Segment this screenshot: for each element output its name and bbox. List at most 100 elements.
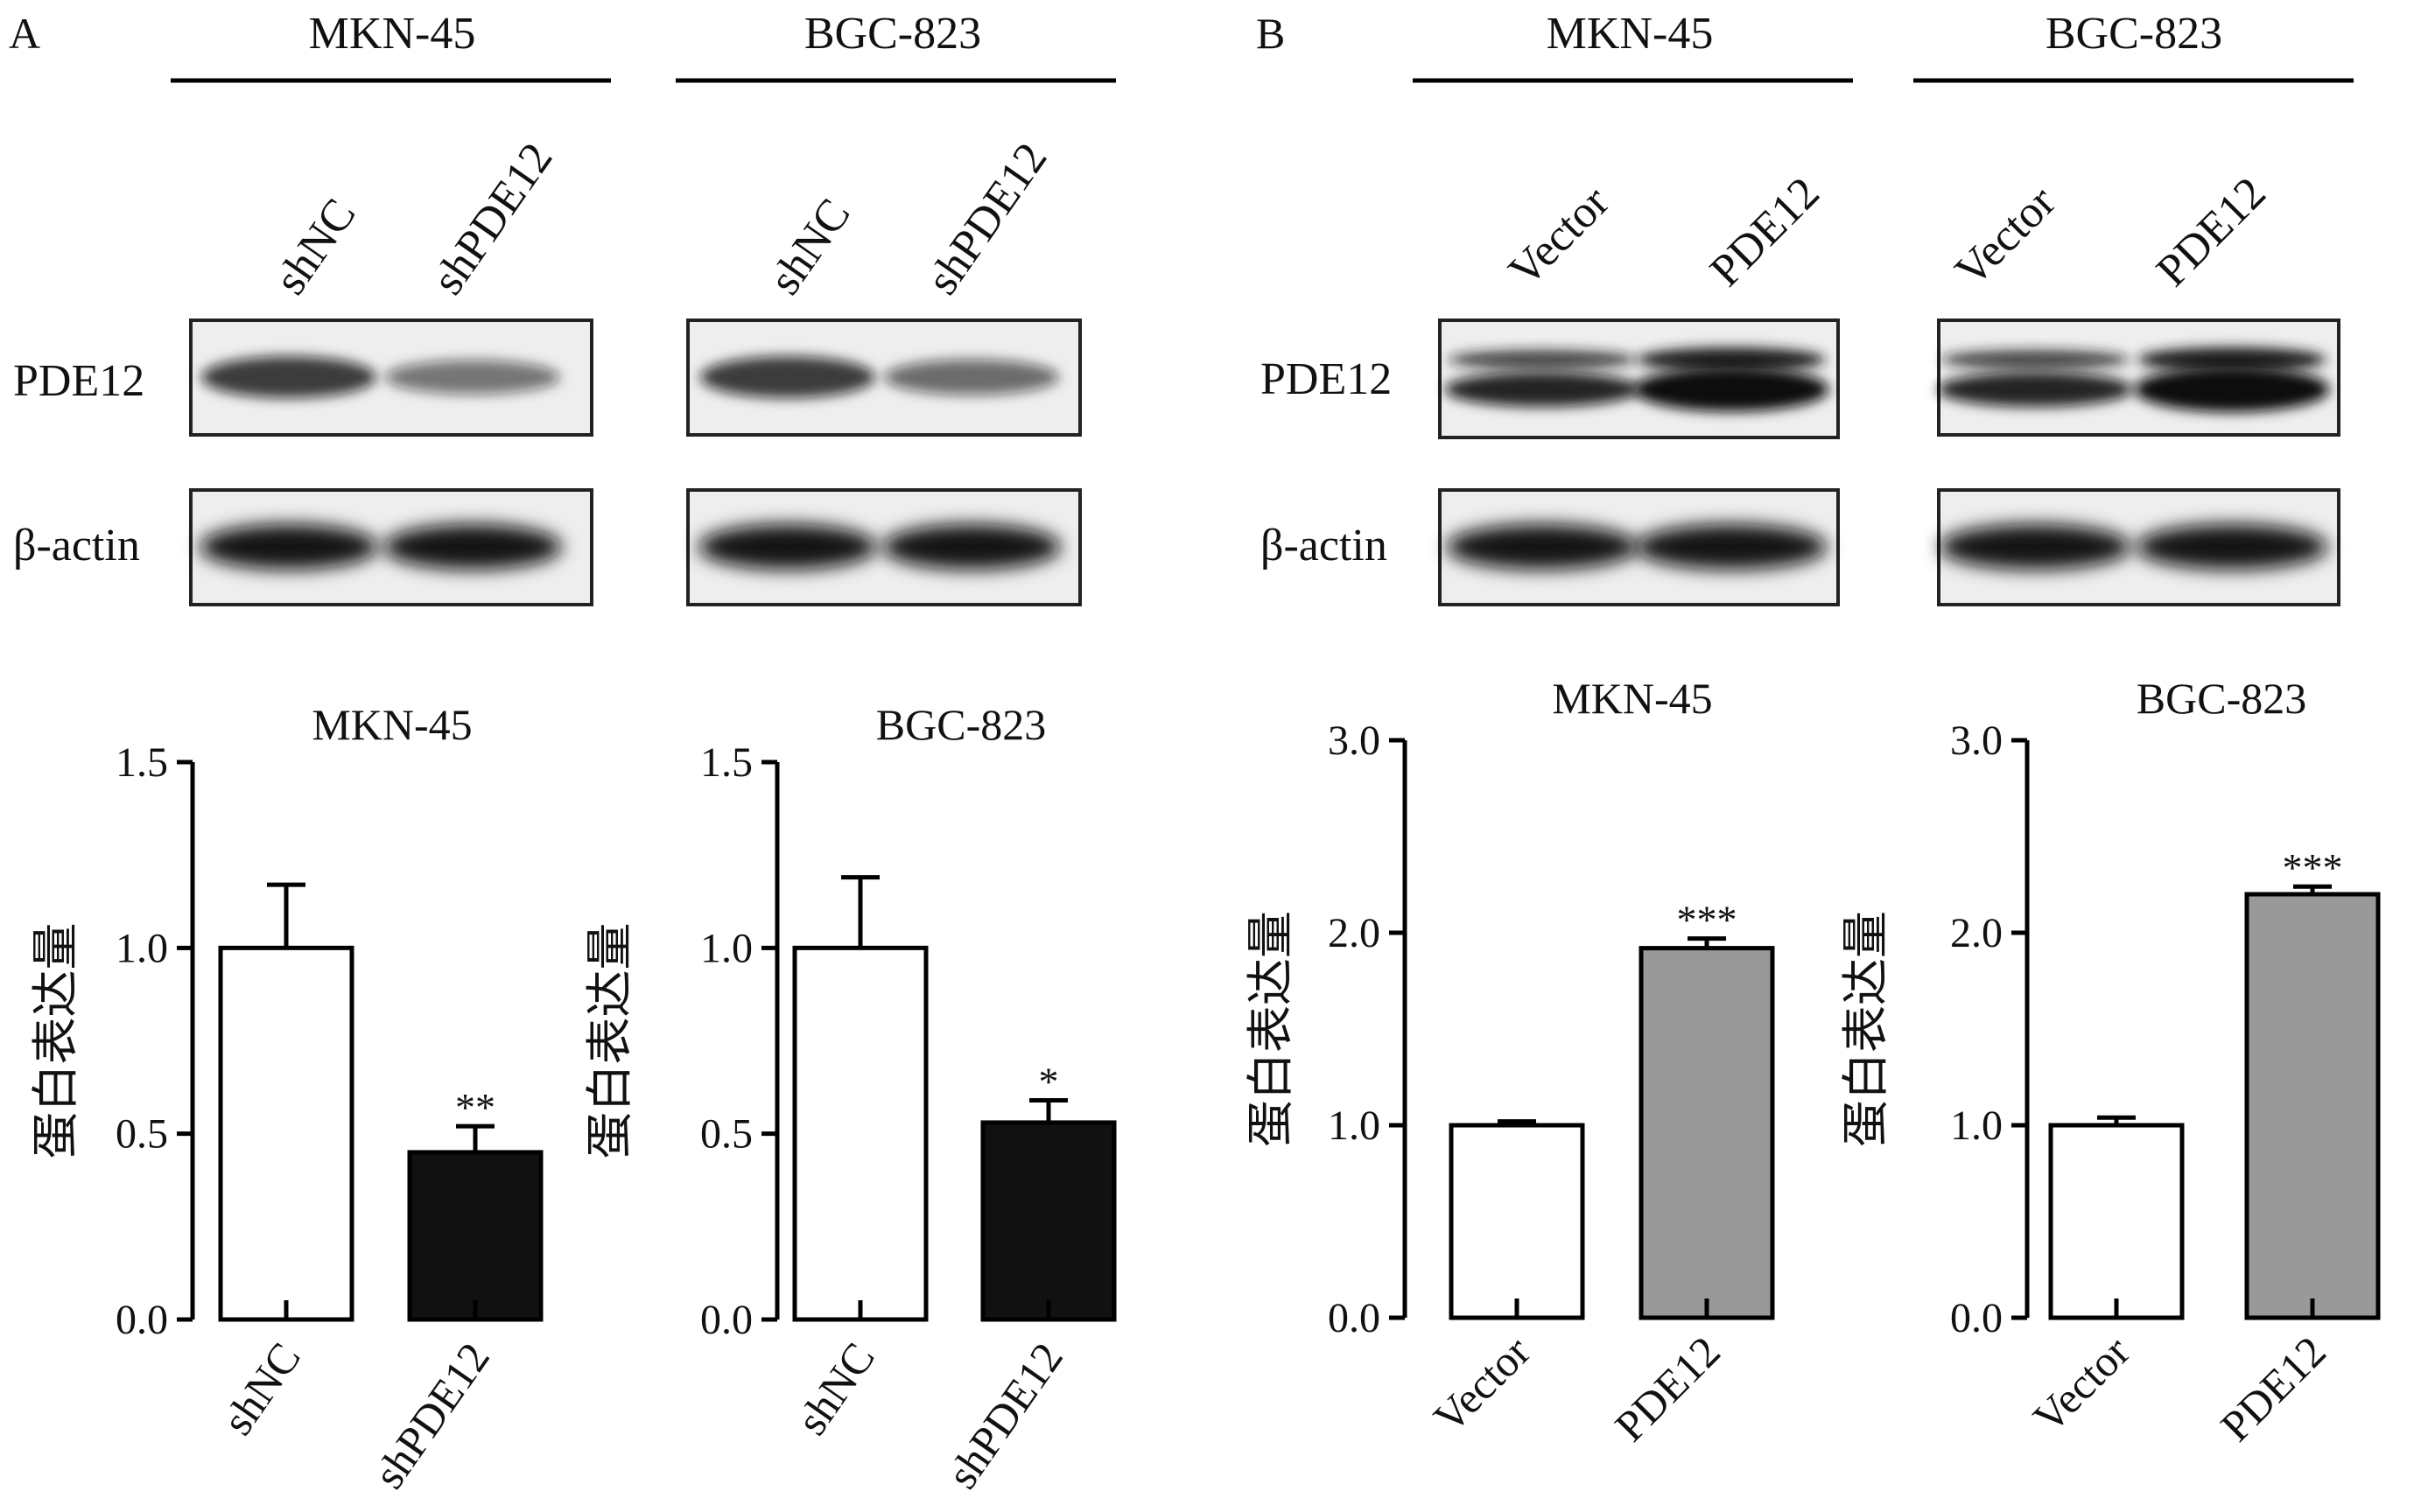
x-category-label: shPDE12 <box>364 1334 499 1497</box>
pde12-band-lower <box>1633 367 1829 412</box>
pde12-band-lower <box>2134 367 2330 412</box>
bar <box>407 1150 544 1322</box>
blot-group-b-bgc823: BGC-823 Vector PDE12 <box>1913 9 2354 606</box>
actin-band <box>882 524 1061 570</box>
significance-marker: *** <box>2283 845 2343 890</box>
blot-group-a-mkn45: MKN-45 shNC shPDE12 <box>171 9 611 606</box>
actin-bands <box>1446 524 1828 570</box>
y-tick-label: 0.5 <box>700 1111 753 1158</box>
pde12-bands <box>201 356 560 398</box>
x-category-label: PDE12 <box>2211 1326 2335 1451</box>
actin-band <box>1635 524 1828 570</box>
lane-label: Vector <box>1946 177 2065 296</box>
panel-letter-a: A <box>9 9 40 58</box>
actin-bands <box>1939 524 2328 570</box>
y-axis-label: 蛋白表达量 <box>1243 911 1298 1147</box>
pde12-band-upper <box>1940 350 2130 369</box>
y-tick-label: 0.5 <box>116 1111 168 1158</box>
protein-label-actin-b: β-actin <box>1260 521 1387 570</box>
y-tick-label: 1.0 <box>1328 1102 1380 1149</box>
blot-group-b-mkn45: MKN-45 Vector PDE12 <box>1413 9 1853 606</box>
lane-label: shPDE12 <box>423 134 562 304</box>
y-tick-label: 3.0 <box>1950 718 2003 764</box>
chart-title: MKN-45 <box>312 700 472 749</box>
y-tick-label: 2.0 <box>1950 910 2003 956</box>
lane-label: shNC <box>760 190 860 304</box>
bar-chart-b-bgc823: BGC-823 蛋白表达量 0.0 1.0 2.0 3.0 Vector *** PDE12 <box>1838 674 2381 1451</box>
x-category-label: Vector <box>1424 1326 1540 1442</box>
x-category-label: Vector <box>2024 1326 2139 1442</box>
y-tick-label: 0.0 <box>1328 1295 1380 1341</box>
actin-band <box>383 524 562 570</box>
panel-letter-b: B <box>1256 9 1285 58</box>
y-tick-label: 1.0 <box>1950 1102 2003 1149</box>
lane-label: Vector <box>1499 177 1618 296</box>
y-axis-label: 蛋白表达量 <box>582 923 637 1159</box>
pde12-bands <box>1444 347 1829 412</box>
pde12-bands <box>1937 346 2330 412</box>
x-category-label: PDE12 <box>1605 1326 1730 1451</box>
significance-marker: *** <box>1677 898 1737 942</box>
protein-label-pde12-a: PDE12 <box>13 356 144 406</box>
y-tick-label: 1.5 <box>116 739 168 786</box>
y-tick-label: 0.0 <box>116 1297 168 1343</box>
actin-band <box>1446 524 1639 570</box>
y-tick-label: 2.0 <box>1328 910 1380 956</box>
bar <box>792 945 929 1322</box>
y-tick-label: 1.5 <box>700 739 753 786</box>
pde12-band <box>201 356 376 398</box>
x-category-label: shPDE12 <box>937 1334 1072 1497</box>
bar-chart-b-mkn45: MKN-45 蛋白表达量 0.0 1.0 2.0 3.0 Vector *** PDE12 <box>1243 674 1775 1451</box>
y-tick-label: 0.0 <box>700 1297 753 1343</box>
pde12-band-upper <box>1637 347 1826 372</box>
bar <box>1639 946 1775 1320</box>
significance-marker: * <box>1039 1059 1059 1103</box>
bar <box>2048 1123 2185 1320</box>
pde12-band-upper <box>1448 350 1637 369</box>
cell-line-title: BGC-823 <box>2046 9 2222 59</box>
y-axis-label: 蛋白表达量 <box>28 923 83 1159</box>
x-category-label: shNC <box>213 1334 310 1443</box>
pde12-band-upper <box>2137 346 2326 373</box>
bar <box>1449 1123 1585 1320</box>
bar <box>980 1120 1117 1322</box>
blot-group-a-bgc823: BGC-823 shNC shPDE12 <box>676 9 1116 606</box>
x-category-label: shNC <box>787 1334 884 1443</box>
chart-title: MKN-45 <box>1552 674 1712 723</box>
protein-label-actin-a: β-actin <box>13 521 140 570</box>
actin-bands <box>698 524 1061 570</box>
y-tick-label: 0.0 <box>1950 1295 2003 1341</box>
pde12-band-lower <box>1937 372 2133 407</box>
cell-line-title: MKN-45 <box>1547 9 1714 59</box>
lane-label: shPDE12 <box>917 134 1056 304</box>
actin-band <box>1939 524 2131 570</box>
chart-title: BGC-823 <box>2137 674 2306 723</box>
lane-label: PDE12 <box>2147 168 2276 297</box>
cell-line-title: BGC-823 <box>804 9 981 59</box>
protein-label-pde12-b: PDE12 <box>1260 354 1392 404</box>
cell-line-title: MKN-45 <box>309 9 476 59</box>
pde12-bands <box>700 356 1059 398</box>
pde12-band <box>884 359 1059 396</box>
actin-band <box>698 524 877 570</box>
bar <box>2244 892 2381 1320</box>
pde12-band <box>700 356 875 398</box>
actin-band <box>2136 524 2328 570</box>
pde12-band <box>385 360 560 395</box>
bar-chart-a-bgc823: BGC-823 蛋白表达量 0.0 0.5 1.0 1.5 shNC * shPDE12 <box>582 700 1117 1497</box>
lane-label: shNC <box>265 190 366 304</box>
y-tick-label: 1.0 <box>116 925 168 971</box>
y-tick-label: 1.0 <box>700 925 753 971</box>
significance-marker: ** <box>455 1085 495 1130</box>
y-axis-label: 蛋白表达量 <box>1838 911 1893 1147</box>
pde12-band-lower <box>1444 372 1640 407</box>
actin-bands <box>200 524 562 570</box>
actin-band <box>200 524 378 570</box>
bar-chart-a-mkn45: MKN-45 蛋白表达量 0.0 0.5 1.0 1.5 shNC ** shPDE12 <box>28 700 544 1497</box>
chart-title: BGC-823 <box>876 700 1046 749</box>
y-tick-label: 3.0 <box>1328 718 1380 764</box>
lane-label: PDE12 <box>1701 168 1829 297</box>
bar <box>218 945 354 1322</box>
